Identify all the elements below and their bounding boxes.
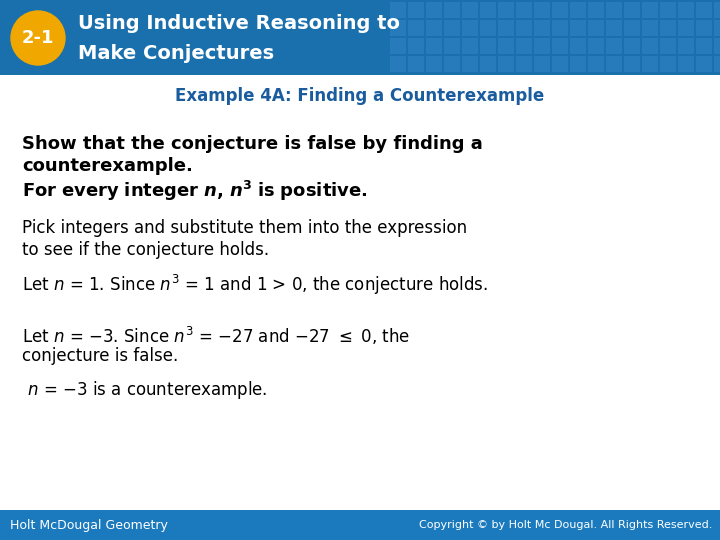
Bar — [660, 38, 676, 54]
Text: Holt McDougal Geometry: Holt McDougal Geometry — [10, 518, 168, 531]
Bar — [624, 20, 640, 36]
Bar — [498, 2, 514, 18]
Bar — [642, 56, 658, 72]
Bar — [534, 56, 550, 72]
Bar — [552, 38, 568, 54]
Bar — [714, 56, 720, 72]
Bar — [552, 56, 568, 72]
Bar — [660, 20, 676, 36]
Bar — [642, 2, 658, 18]
Bar — [462, 20, 478, 36]
Bar — [498, 56, 514, 72]
Bar — [588, 56, 604, 72]
Bar — [624, 2, 640, 18]
Bar — [426, 56, 442, 72]
Bar — [426, 2, 442, 18]
Bar — [570, 2, 586, 18]
Bar — [390, 56, 406, 72]
Bar — [570, 38, 586, 54]
Text: to see if the conjecture holds.: to see if the conjecture holds. — [22, 241, 269, 259]
Bar — [588, 20, 604, 36]
Text: Let $n$ = $-$3. Since $n^3$ = $-$27 and $-$27 $\leq$ 0, the: Let $n$ = $-$3. Since $n^3$ = $-$27 and … — [22, 325, 410, 347]
Bar — [390, 2, 406, 18]
Bar — [480, 38, 496, 54]
Bar — [606, 56, 622, 72]
Bar — [498, 38, 514, 54]
Bar — [696, 56, 712, 72]
Bar — [498, 20, 514, 36]
Text: Make Conjectures: Make Conjectures — [78, 44, 274, 63]
Bar — [444, 2, 460, 18]
Bar — [714, 2, 720, 18]
Text: Copyright © by Holt Mc Dougal. All Rights Reserved.: Copyright © by Holt Mc Dougal. All Right… — [418, 520, 712, 530]
Bar — [390, 38, 406, 54]
Bar — [714, 20, 720, 36]
Bar — [480, 56, 496, 72]
Bar — [462, 38, 478, 54]
Bar — [678, 2, 694, 18]
Circle shape — [11, 11, 65, 65]
Bar — [408, 38, 424, 54]
Bar — [444, 20, 460, 36]
Bar — [606, 2, 622, 18]
Bar — [516, 20, 532, 36]
Bar — [408, 2, 424, 18]
Bar — [588, 38, 604, 54]
Bar — [678, 20, 694, 36]
Bar — [714, 38, 720, 54]
Bar — [444, 38, 460, 54]
Text: conjecture is false.: conjecture is false. — [22, 347, 179, 365]
Text: $\mathbf{For\ every\ integer}\ \boldsymbol{n}\mathbf{,}\ \boldsymbol{n}^{\mathbf: $\mathbf{For\ every\ integer}\ \boldsymb… — [22, 179, 368, 203]
Bar — [516, 2, 532, 18]
Bar — [426, 20, 442, 36]
Text: $n$ = $-$3 is a counterexample.: $n$ = $-$3 is a counterexample. — [22, 379, 267, 401]
Text: counterexample.: counterexample. — [22, 157, 193, 175]
Bar — [606, 38, 622, 54]
Bar — [444, 56, 460, 72]
Text: Let $n$ = 1. Since $n^3$ = 1 and 1 > 0, the conjecture holds.: Let $n$ = 1. Since $n^3$ = 1 and 1 > 0, … — [22, 273, 488, 297]
Bar — [624, 56, 640, 72]
Bar — [408, 56, 424, 72]
Bar — [696, 20, 712, 36]
Bar — [426, 38, 442, 54]
Bar — [660, 56, 676, 72]
Bar — [480, 20, 496, 36]
Bar — [462, 2, 478, 18]
Bar — [408, 20, 424, 36]
Bar — [390, 20, 406, 36]
Bar — [696, 38, 712, 54]
Bar — [570, 56, 586, 72]
Text: Show that the conjecture is false by finding a: Show that the conjecture is false by fin… — [22, 135, 482, 153]
Bar — [462, 56, 478, 72]
Bar — [534, 20, 550, 36]
Bar — [624, 38, 640, 54]
Bar — [480, 2, 496, 18]
Bar — [552, 2, 568, 18]
Bar — [552, 20, 568, 36]
Bar — [660, 2, 676, 18]
Text: 2-1: 2-1 — [22, 29, 54, 47]
Bar — [516, 38, 532, 54]
Bar — [606, 20, 622, 36]
Bar — [678, 38, 694, 54]
Bar — [678, 56, 694, 72]
Bar — [0, 510, 720, 540]
Text: Example 4A: Finding a Counterexample: Example 4A: Finding a Counterexample — [176, 87, 544, 105]
Text: Pick integers and substitute them into the expression: Pick integers and substitute them into t… — [22, 219, 467, 237]
Bar — [696, 2, 712, 18]
Bar — [534, 2, 550, 18]
Bar — [534, 38, 550, 54]
Bar — [516, 56, 532, 72]
Bar — [642, 20, 658, 36]
Bar — [642, 38, 658, 54]
Bar — [0, 0, 720, 75]
Bar — [570, 20, 586, 36]
Bar — [588, 2, 604, 18]
Text: Using Inductive Reasoning to: Using Inductive Reasoning to — [78, 14, 400, 33]
